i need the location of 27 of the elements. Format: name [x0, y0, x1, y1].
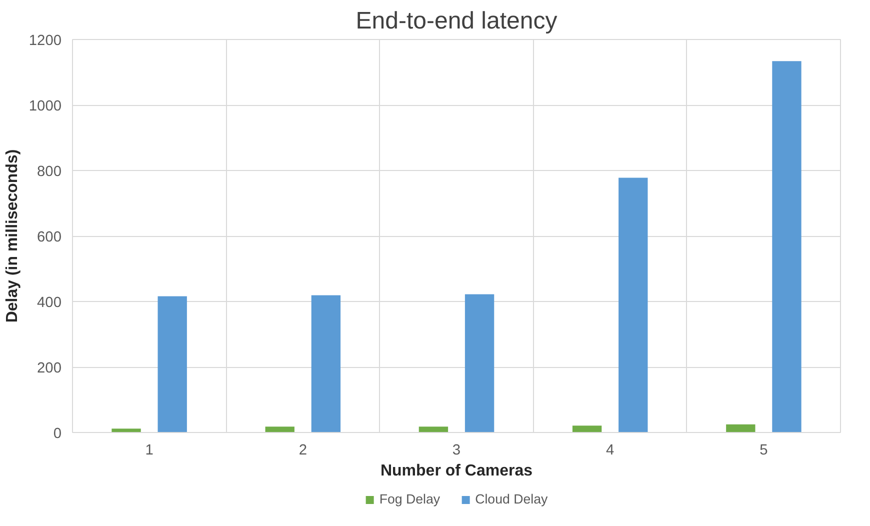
y-tick-label: 1000: [28, 98, 62, 114]
y-tick-label: 0: [53, 426, 62, 442]
x-tick-label: 4: [606, 442, 614, 458]
bar: [772, 61, 802, 432]
legend-label: Cloud Delay: [475, 492, 548, 506]
bar: [418, 426, 448, 432]
x-tick-label: 3: [452, 442, 461, 458]
y-tick-label: 400: [37, 295, 62, 311]
y-tick-label: 600: [37, 230, 62, 246]
x-tick-label: 2: [298, 442, 307, 458]
y-axis-title: Delay (in milliseconds): [4, 149, 21, 323]
x-tick-label: 1: [145, 442, 154, 458]
y-tick-label: 800: [37, 164, 62, 180]
bar: [572, 426, 602, 432]
y-tick-label: 1200: [28, 33, 62, 49]
bar: [265, 426, 294, 432]
bar: [464, 294, 494, 432]
legend-label: Fog Delay: [379, 492, 440, 506]
y-tick-label: 200: [37, 360, 62, 376]
bar: [158, 296, 187, 432]
bar: [112, 428, 141, 432]
bar: [726, 424, 756, 432]
chart-title: End-to-end latency: [356, 8, 558, 34]
bar: [311, 295, 341, 432]
bar: [618, 178, 648, 432]
x-axis-title: Number of Cameras: [380, 462, 533, 480]
x-tick-label: 5: [760, 442, 768, 458]
